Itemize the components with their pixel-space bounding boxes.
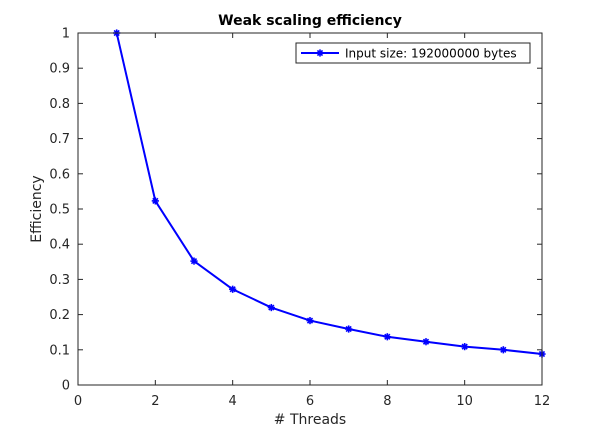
legend-box xyxy=(295,42,531,64)
y-tick-label: 0.3 xyxy=(49,273,70,288)
data-point xyxy=(345,325,353,333)
y-tick-label: 0.5 xyxy=(49,203,70,218)
legend-marker xyxy=(316,49,324,57)
data-point xyxy=(383,333,391,341)
y-tick-label: 0.4 xyxy=(49,238,70,253)
legend-marker-symbol xyxy=(316,49,324,57)
chart-title: Weak scaling efficiency xyxy=(218,13,402,29)
y-tick-label: 0.6 xyxy=(49,167,70,182)
y-axis-title: Efficiency xyxy=(29,175,45,242)
y-tick-label: 0.7 xyxy=(49,132,70,147)
x-tick-label: 6 xyxy=(306,394,314,409)
y-tick-label: 0.2 xyxy=(49,308,70,323)
series-line xyxy=(115,32,543,356)
legend: Input size: 192000000 bytes xyxy=(295,42,531,64)
x-tick-label: 0 xyxy=(74,394,82,409)
x-tick-label: 12 xyxy=(534,394,551,409)
y-tick-label: 0.8 xyxy=(49,97,70,112)
data-point xyxy=(306,316,314,325)
x-tick-label: 2 xyxy=(151,394,159,409)
data-point xyxy=(267,303,275,312)
data-point xyxy=(229,285,237,293)
y-tick-label: 1 xyxy=(62,27,70,42)
x-axis: 0 2 4 6 8 10 12 xyxy=(74,33,550,409)
y-tick-label: 0.1 xyxy=(49,343,70,358)
data-point xyxy=(422,338,430,346)
data-point xyxy=(461,343,469,351)
series-layer xyxy=(113,29,546,358)
x-tick-label: 10 xyxy=(456,394,473,409)
data-point xyxy=(499,346,507,354)
data-point xyxy=(151,197,159,205)
y-tick-label: 0 xyxy=(62,379,70,394)
plot-area xyxy=(78,33,542,385)
y-axis: 0 0.1 0.2 0.3 0.4 0.5 0.6 0.7 0.8 0.9 1 xyxy=(49,27,542,394)
data-point xyxy=(190,257,198,265)
x-axis-title: # Threads xyxy=(274,412,346,428)
x-tick-label: 8 xyxy=(383,394,391,409)
x-tick-label: 4 xyxy=(229,394,237,409)
y-tick-label: 0.9 xyxy=(49,62,70,77)
legend-entry: Input size: 192000000 bytes xyxy=(345,47,517,61)
